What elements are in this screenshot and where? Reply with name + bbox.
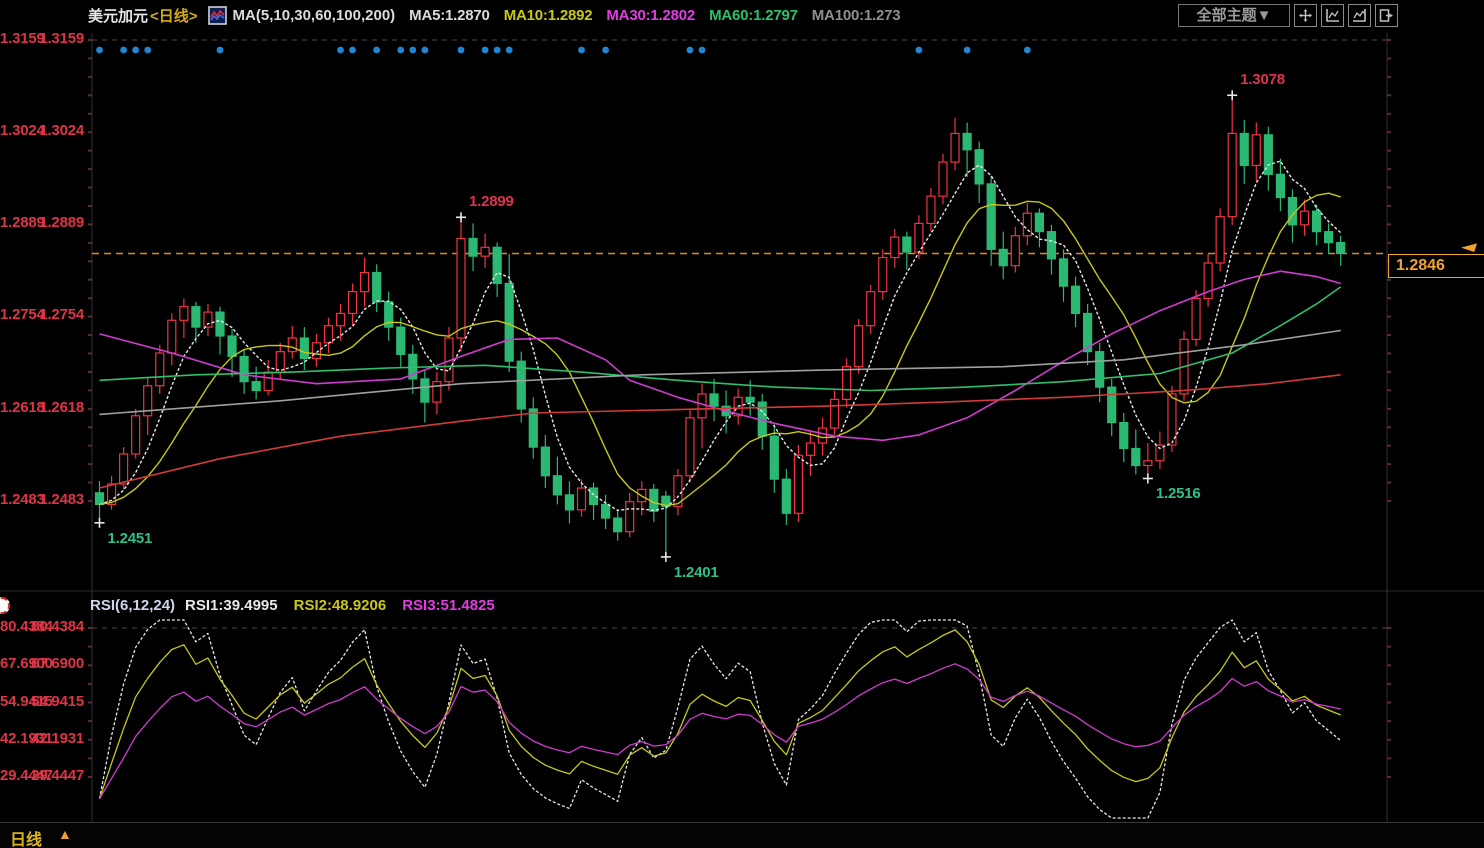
symbol-title[interactable]: 美元加元 xyxy=(88,7,149,25)
ma-param-label[interactable]: MA(5,10,30,60,100,200) xyxy=(232,6,396,24)
period-tag: <日线> xyxy=(150,7,198,25)
pane-switch-icon xyxy=(1379,9,1393,22)
ma60-value: MA60:1.2797 xyxy=(709,6,798,24)
chart-toolbar xyxy=(1294,4,1398,27)
rsi-header: RSI(6,12,24) RSI1:39.4995 RSI2:48.9206 R… xyxy=(90,594,495,616)
rsi2-value: RSI2:48.9206 xyxy=(293,596,387,614)
themes-dropdown-button[interactable]: 全部主题▼ xyxy=(1178,4,1290,27)
rsi-param-label[interactable]: RSI(6,12,24) xyxy=(90,596,176,614)
kline-chart-icon xyxy=(207,5,227,25)
ma100-value: MA100:1.273 xyxy=(811,6,901,24)
axis-right-chart-icon xyxy=(1353,9,1366,22)
ma10-value: MA10:1.2892 xyxy=(503,6,593,24)
timeframe-label[interactable]: 日线 xyxy=(10,832,43,848)
move-tool-button[interactable] xyxy=(1294,4,1317,27)
ma5-value: MA5:1.2870 xyxy=(409,6,490,24)
current-price-value: 1.2846 xyxy=(1396,257,1445,275)
left-axis-layout-button[interactable] xyxy=(1321,4,1344,27)
indicator-handle-icon[interactable] xyxy=(0,597,10,614)
legend-bar: 美元加元 <日线> MA(5,10,30,60,100,200) MA5:1.2… xyxy=(0,0,1484,30)
rsi1-value: RSI1:39.4995 xyxy=(185,596,278,614)
right-axis-layout-button[interactable] xyxy=(1348,4,1371,27)
timeframe-up-arrow-icon[interactable]: ▲ xyxy=(58,826,72,842)
move-icon xyxy=(1299,9,1312,22)
ma30-value: MA30:1.2802 xyxy=(606,6,696,24)
rsi3-value: RSI3:51.4825 xyxy=(402,596,495,614)
axis-left-chart-icon xyxy=(1326,9,1339,22)
pane-switch-button[interactable] xyxy=(1375,4,1398,27)
current-price-tag: 1.2846 xyxy=(1388,254,1484,279)
time-axis-bar[interactable]: 日线 ▲ xyxy=(0,822,1484,848)
